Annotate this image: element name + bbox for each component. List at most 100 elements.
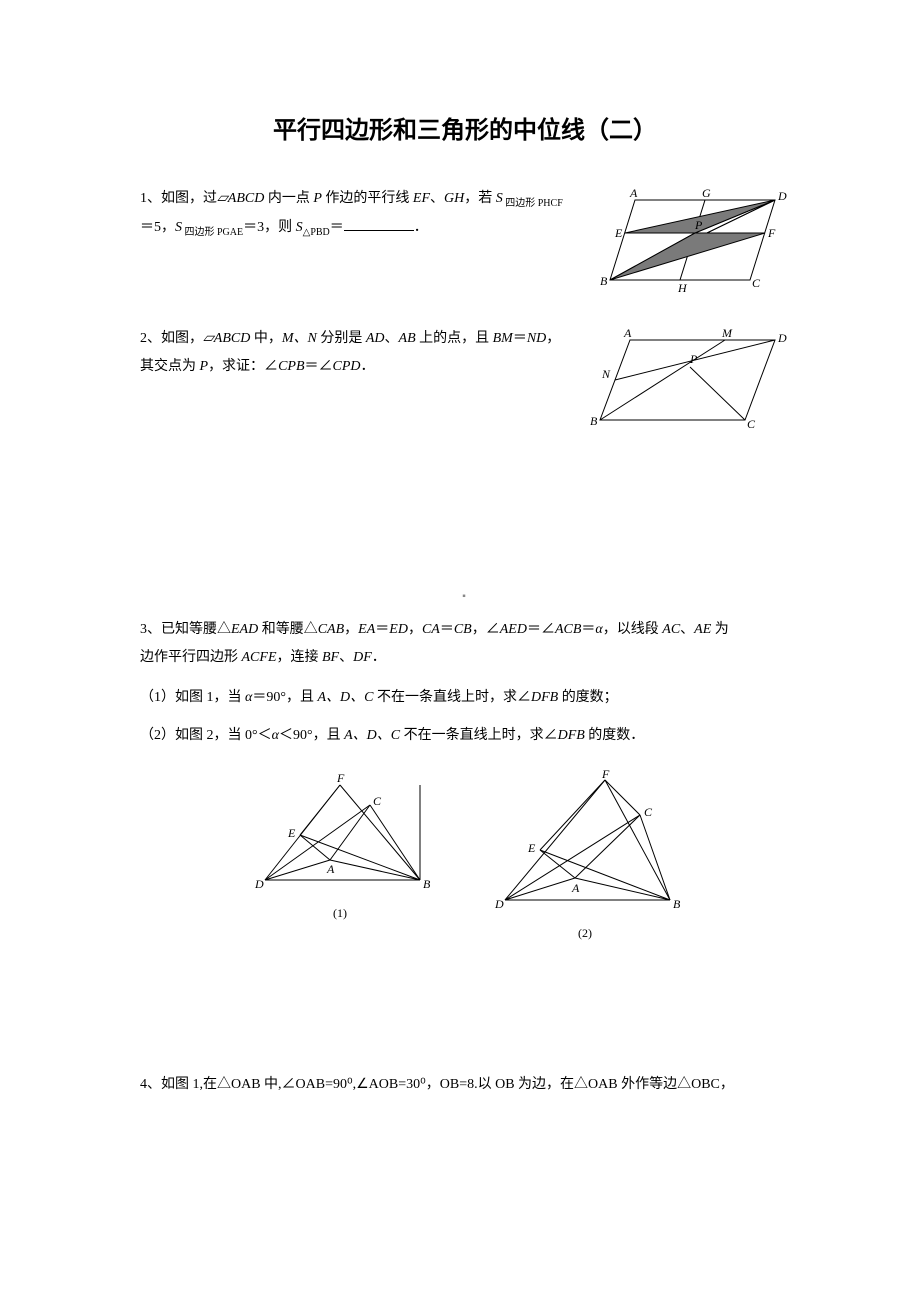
label-c: C: [747, 417, 756, 431]
text: ＝∠: [527, 622, 555, 637]
text-mn: M、N: [282, 331, 317, 346]
label-f: F: [601, 770, 610, 781]
caption-2: (2): [485, 926, 685, 941]
text: EAD: [231, 622, 258, 637]
text: ＝: [440, 622, 454, 637]
spacer: [140, 435, 790, 585]
text: 1、如图，过: [140, 191, 217, 206]
label-e: E: [614, 226, 623, 240]
text: 边作平行四边形: [140, 650, 242, 665]
q3-sub2: （2）如图 2，当 0°＜α＜90°，且 A、D、C 不在一条直线上时，求∠DF…: [140, 722, 790, 750]
text: ACB: [555, 622, 581, 637]
label-g: G: [702, 186, 711, 200]
text: EA: [358, 622, 375, 637]
text: ＝: [581, 622, 595, 637]
text-p: P: [313, 191, 322, 206]
text-cpd: CPD: [333, 359, 361, 374]
label-c: C: [373, 794, 382, 808]
text: ACFE: [242, 650, 277, 665]
text: CB: [454, 622, 472, 637]
label-h: H: [677, 281, 688, 295]
label-a: A: [326, 862, 335, 876]
question-4: 4、如图 1,在△OAB 中,∠OAB=90⁰,∠AOB=30⁰，OB=8.以 …: [140, 1071, 790, 1099]
text-p: P: [200, 359, 209, 374]
text: 作边的平行线: [322, 191, 413, 206]
label-b: B: [673, 897, 681, 911]
question-2: 2、如图，▱ABCD 中，M、N 分别是 AD、AB 上的点，且 BM＝ND， …: [140, 325, 790, 435]
label-p: P: [694, 218, 703, 232]
text: 不在一条直线上时，求∠: [373, 690, 531, 705]
text: 分别是: [317, 331, 366, 346]
label-f: F: [336, 771, 345, 785]
label-n: N: [601, 367, 611, 381]
text-ab: AB: [399, 331, 416, 346]
text: 2、如图，: [140, 331, 203, 346]
text-nd: ND: [527, 331, 546, 346]
q3-sub1: （1）如图 1，当 α＝90°，且 A、D、C 不在一条直线上时，求∠DFB 的…: [140, 684, 790, 712]
label-e: E: [287, 826, 296, 840]
label-a: A: [623, 326, 632, 340]
label-b: B: [600, 274, 608, 288]
label-a: A: [629, 186, 638, 200]
label-b: B: [590, 414, 598, 428]
center-marker: ▪: [140, 591, 790, 602]
text: CAB: [318, 622, 344, 637]
text: ＝: [330, 220, 344, 235]
label-d: D: [777, 189, 787, 203]
text: ＝: [375, 622, 389, 637]
text: ．: [372, 650, 386, 665]
q2-figure: A M D N P B C: [580, 325, 790, 435]
text-s: S: [175, 220, 182, 235]
text-abcd: ABCD: [228, 191, 265, 206]
text: 和等腰△: [258, 622, 318, 637]
text: 上的点，且: [416, 331, 493, 346]
text: ＝3，则: [243, 220, 296, 235]
label-e: E: [527, 841, 536, 855]
label-f: F: [767, 226, 776, 240]
q3-figures: F C E A D B (1): [140, 770, 790, 941]
text: ＝90°，且: [252, 690, 317, 705]
text-alpha: α: [272, 728, 279, 743]
question-1: 1、如图，过▱ABCD 内一点 P 作边的平行线 EF、GH，若 S 四边形 P…: [140, 185, 790, 295]
text: ．: [414, 220, 428, 235]
text-s: S: [296, 220, 303, 235]
question-3: 3、已知等腰△EAD 和等腰△CAB，EA＝ED，CA＝CB，∠AED＝∠ACB…: [140, 616, 790, 672]
label-d: D: [254, 877, 264, 891]
text: AED: [500, 622, 527, 637]
page: 平行四边形和三角形的中位线（二） 1、如图，过▱ABCD 内一点 P 作边的平行…: [0, 0, 920, 1302]
label-p: P: [689, 352, 698, 366]
spacer: [140, 295, 790, 325]
text: DF: [353, 650, 372, 665]
text: AC: [662, 622, 680, 637]
text-bm: BM: [493, 331, 513, 346]
text-ad: AD: [366, 331, 385, 346]
label-b: B: [423, 877, 431, 891]
text-abcd: ABCD: [214, 331, 251, 346]
label-c: C: [752, 276, 761, 290]
text: ED: [389, 622, 408, 637]
page-title: 平行四边形和三角形的中位线（二）: [140, 110, 790, 145]
text: 其交点为: [140, 359, 200, 374]
caption-1: (1): [245, 906, 435, 921]
text: ，若: [464, 191, 496, 206]
q4-text: 4、如图 1,在△OAB 中,∠OAB=90⁰,∠AOB=30⁰，OB=8.以 …: [140, 1077, 734, 1092]
text: 的度数；: [558, 690, 618, 705]
symbol-parallelogram: ▱: [203, 331, 214, 346]
text: A、D、C: [344, 728, 400, 743]
text: ＝: [513, 331, 527, 346]
subscript: 四边形 PHCF: [503, 198, 563, 209]
text: AE: [694, 622, 711, 637]
text-ef: EF: [413, 191, 430, 206]
fill-blank: [344, 216, 414, 231]
text: BF: [322, 650, 339, 665]
label-c: C: [644, 805, 653, 819]
q1-figure: A G D E P F B H C: [590, 185, 790, 295]
subscript: 四边形 PGAE: [182, 227, 243, 238]
q1-text: 1、如图，过▱ABCD 内一点 P 作边的平行线 EF、GH，若 S 四边形 P…: [140, 185, 590, 243]
q3-figure-2: F C E A D B (2): [485, 770, 685, 941]
text-gh: GH: [444, 191, 464, 206]
text: ，求证：∠: [208, 359, 278, 374]
text: ，以线段: [603, 622, 663, 637]
text: （1）如图 1，当: [140, 690, 245, 705]
text-cpb: CPB: [278, 359, 304, 374]
